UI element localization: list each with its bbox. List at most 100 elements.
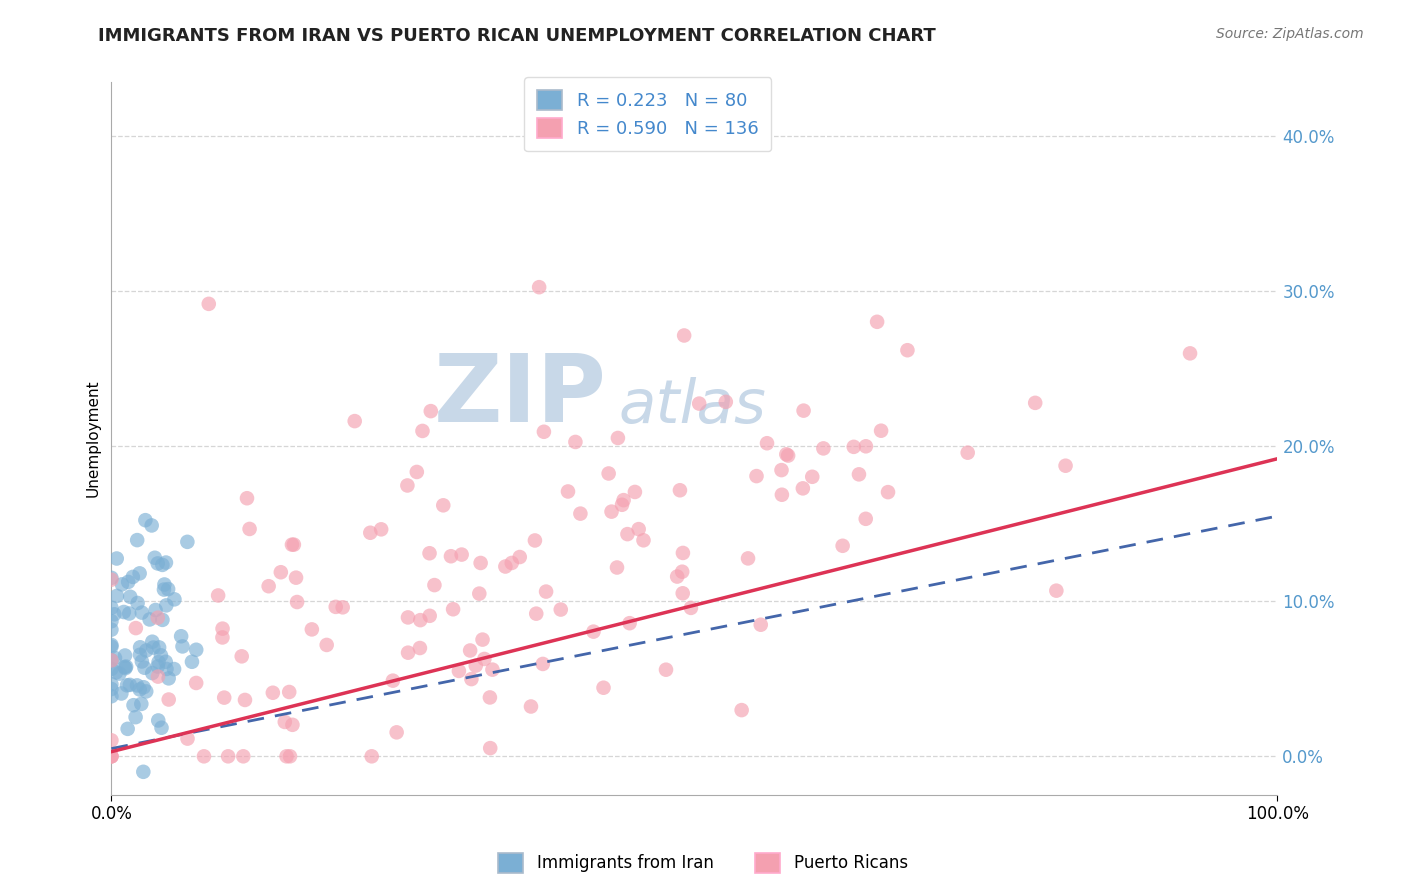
Point: [270, 566, 292, 580]
Point: [866, 315, 889, 329]
Point: [193, 749, 215, 764]
Point: [501, 556, 523, 570]
Point: [100, 690, 122, 704]
Point: [474, 652, 496, 666]
Point: [118, 678, 141, 692]
Point: [464, 658, 486, 673]
Point: [370, 522, 392, 536]
Point: [127, 596, 149, 610]
Point: [624, 485, 647, 500]
Point: [627, 522, 650, 536]
Point: [524, 607, 547, 621]
Point: [150, 558, 173, 572]
Point: [157, 671, 180, 685]
Y-axis label: Unemployment: Unemployment: [86, 380, 100, 498]
Point: [775, 447, 797, 461]
Point: [714, 395, 737, 409]
Point: [478, 690, 501, 705]
Point: [153, 582, 176, 597]
Point: [666, 569, 689, 583]
Point: [848, 467, 870, 482]
Point: [163, 662, 186, 676]
Point: [447, 664, 470, 678]
Point: [100, 677, 122, 691]
Point: [105, 551, 128, 566]
Point: [150, 721, 173, 735]
Point: [100, 749, 122, 764]
Point: [157, 692, 180, 706]
Point: [131, 606, 153, 620]
Point: [121, 570, 143, 584]
Point: [481, 663, 503, 677]
Point: [120, 590, 142, 604]
Point: [217, 749, 239, 764]
Point: [419, 608, 441, 623]
Point: [616, 527, 638, 541]
Point: [212, 690, 235, 705]
Point: [385, 725, 408, 739]
Point: [598, 467, 620, 481]
Point: [146, 659, 169, 673]
Point: [281, 538, 304, 552]
Point: [100, 653, 122, 667]
Point: [770, 463, 793, 477]
Point: [132, 680, 155, 694]
Point: [770, 488, 793, 502]
Point: [146, 670, 169, 684]
Point: [211, 622, 233, 636]
Point: [257, 579, 280, 593]
Point: [138, 612, 160, 626]
Point: [956, 445, 979, 459]
Point: [103, 607, 125, 622]
Point: [441, 602, 464, 616]
Point: [114, 661, 136, 675]
Point: [730, 703, 752, 717]
Point: [100, 600, 122, 615]
Point: [278, 749, 301, 764]
Point: [343, 414, 366, 428]
Point: [688, 396, 710, 410]
Point: [550, 602, 572, 616]
Point: [155, 662, 177, 676]
Point: [669, 483, 692, 498]
Point: [134, 661, 156, 675]
Point: [405, 465, 427, 479]
Point: [520, 699, 543, 714]
Text: IMMIGRANTS FROM IRAN VS PUERTO RICAN UNEMPLOYMENT CORRELATION CHART: IMMIGRANTS FROM IRAN VS PUERTO RICAN UNE…: [98, 27, 936, 45]
Point: [108, 666, 131, 681]
Point: [842, 440, 865, 454]
Point: [419, 546, 441, 560]
Point: [360, 749, 382, 764]
Point: [1178, 346, 1201, 360]
Point: [673, 328, 696, 343]
Point: [149, 648, 172, 663]
Point: [432, 498, 454, 512]
Point: [122, 698, 145, 713]
Point: [110, 686, 132, 700]
Point: [396, 646, 419, 660]
Point: [231, 649, 253, 664]
Point: [146, 557, 169, 571]
Point: [315, 638, 337, 652]
Point: [100, 571, 122, 585]
Point: [409, 640, 432, 655]
Point: [531, 657, 554, 671]
Point: [533, 425, 555, 439]
Point: [749, 617, 772, 632]
Point: [610, 498, 633, 512]
Point: [141, 518, 163, 533]
Point: [233, 693, 256, 707]
Point: [396, 478, 419, 492]
Point: [143, 550, 166, 565]
Point: [232, 749, 254, 764]
Point: [134, 513, 156, 527]
Point: [672, 586, 695, 600]
Point: [877, 485, 900, 500]
Point: [100, 638, 122, 652]
Point: [186, 676, 208, 690]
Point: [114, 648, 136, 663]
Point: [100, 614, 122, 628]
Text: ZIP: ZIP: [434, 350, 607, 442]
Point: [100, 733, 122, 747]
Point: [793, 403, 815, 417]
